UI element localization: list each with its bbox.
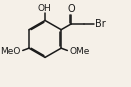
Text: MeO: MeO: [0, 47, 20, 56]
Text: OH: OH: [38, 3, 51, 13]
Text: O: O: [67, 3, 75, 13]
Text: Br: Br: [95, 19, 106, 29]
Text: OMe: OMe: [70, 47, 90, 56]
